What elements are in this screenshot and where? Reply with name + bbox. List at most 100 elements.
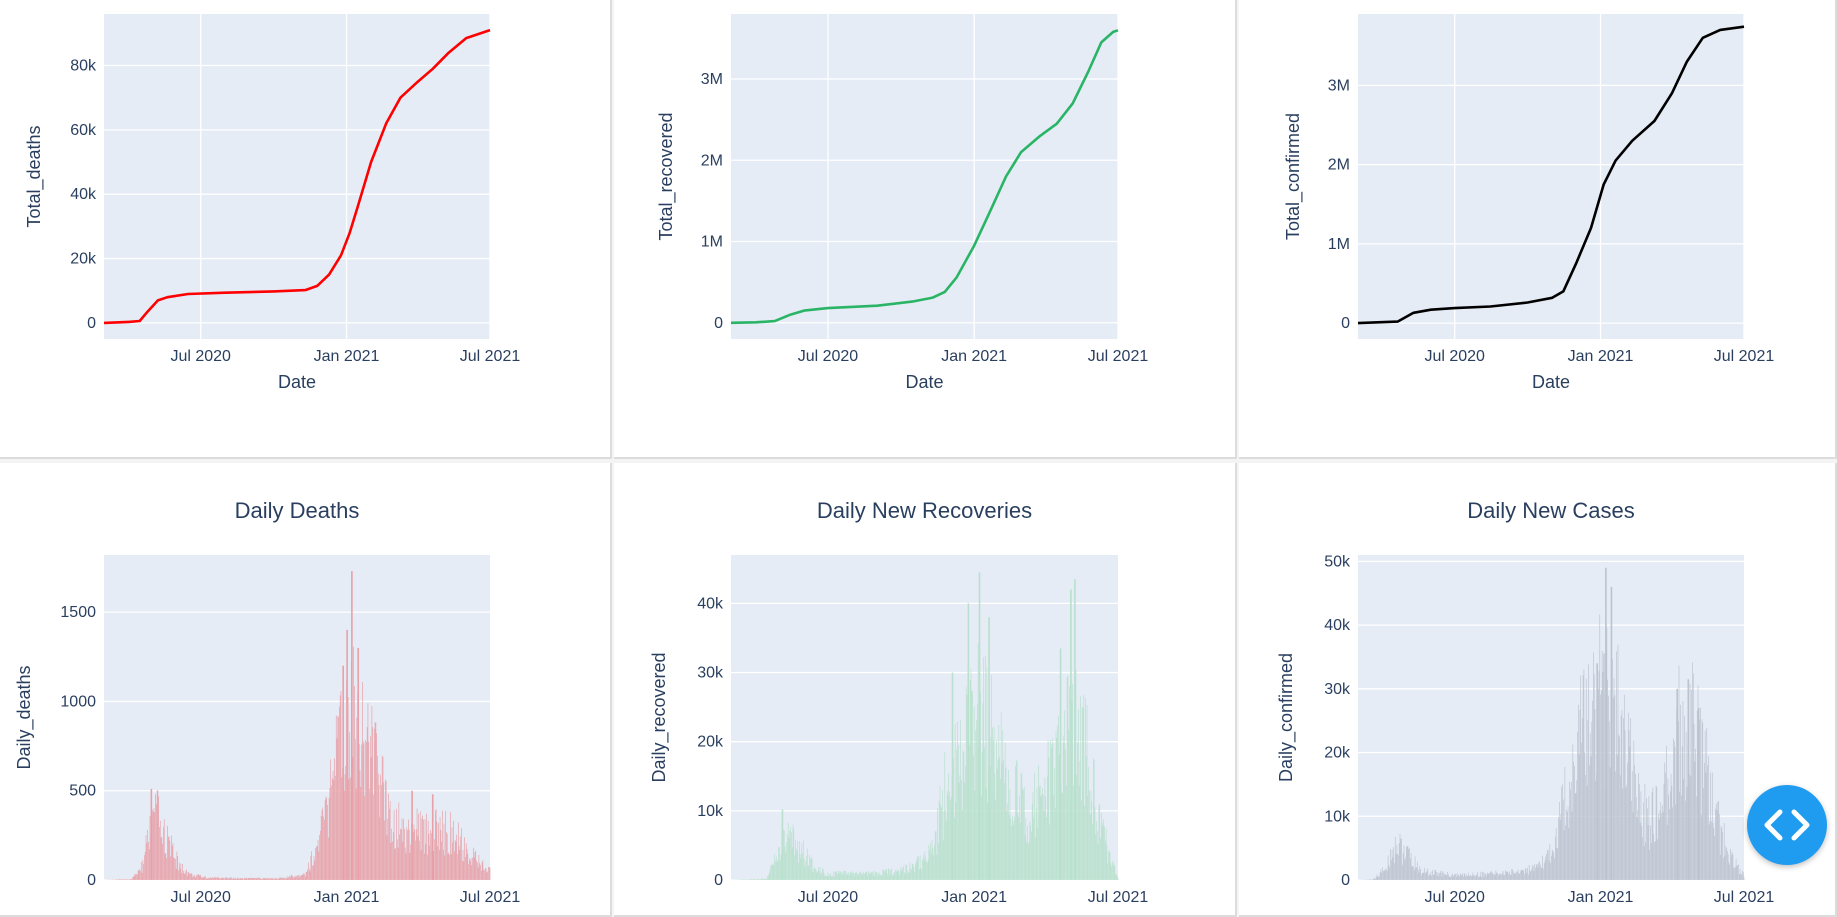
daily-bar bbox=[1597, 689, 1599, 880]
daily-bar bbox=[1638, 772, 1639, 880]
daily-bar bbox=[266, 878, 268, 880]
daily-bar bbox=[334, 758, 335, 880]
daily-bar bbox=[1416, 867, 1417, 880]
daily-bar bbox=[1422, 872, 1424, 880]
daily-bar bbox=[385, 781, 387, 880]
daily-bar bbox=[1525, 868, 1527, 880]
daily-bar bbox=[1417, 869, 1419, 880]
daily-bar bbox=[1558, 817, 1559, 880]
daily-bar bbox=[141, 872, 143, 880]
daily-bar bbox=[297, 874, 299, 880]
y-tick-label: 0 bbox=[1341, 872, 1350, 889]
daily-bar bbox=[402, 841, 404, 880]
daily-bar bbox=[1433, 874, 1435, 880]
daily-bar bbox=[264, 878, 266, 880]
daily-bar bbox=[976, 720, 977, 880]
daily-bar bbox=[1477, 872, 1479, 880]
daily-bar bbox=[1600, 694, 1601, 880]
daily-bar bbox=[390, 842, 392, 880]
daily-bar bbox=[1000, 778, 1001, 880]
daily-bar bbox=[183, 873, 185, 880]
daily-bar bbox=[297, 875, 298, 880]
daily-bar bbox=[773, 865, 775, 880]
daily-bar bbox=[1453, 875, 1455, 880]
x-tick-label: Jan 2021 bbox=[314, 889, 380, 906]
daily-bar bbox=[1609, 767, 1611, 880]
daily-bar bbox=[1519, 873, 1521, 880]
daily-bar bbox=[1037, 828, 1039, 880]
daily-bar bbox=[771, 864, 773, 880]
daily-bar bbox=[1028, 842, 1030, 880]
daily-bar bbox=[298, 877, 300, 880]
daily-bar bbox=[1650, 842, 1652, 880]
chart-title: Daily New Cases bbox=[1467, 498, 1635, 523]
daily-bar bbox=[829, 873, 831, 880]
code-toggle-button[interactable] bbox=[1747, 785, 1827, 865]
daily-bar bbox=[811, 858, 813, 880]
daily-bar bbox=[316, 845, 318, 880]
daily-bar bbox=[980, 692, 981, 880]
daily-bar bbox=[790, 827, 791, 880]
daily-bar bbox=[1398, 843, 1400, 880]
daily-bar bbox=[1629, 746, 1631, 880]
daily-bar bbox=[1505, 871, 1507, 880]
daily-bar bbox=[1643, 802, 1644, 880]
daily-bar bbox=[1657, 838, 1658, 880]
daily-bar bbox=[451, 827, 453, 880]
daily-bar bbox=[1496, 872, 1498, 880]
daily-bar bbox=[893, 871, 895, 880]
daily-bar bbox=[1418, 872, 1420, 880]
daily-bar bbox=[796, 851, 798, 880]
daily-bar bbox=[426, 813, 427, 880]
daily-bar bbox=[841, 873, 842, 880]
daily-bar bbox=[1070, 589, 1072, 880]
daily-bar bbox=[488, 867, 489, 880]
daily-bar bbox=[285, 878, 286, 880]
daily-bar bbox=[1684, 715, 1685, 880]
daily-bar bbox=[1082, 708, 1084, 880]
daily-bar bbox=[374, 722, 376, 880]
daily-bar bbox=[953, 758, 954, 880]
y-tick-label: 1M bbox=[701, 234, 723, 251]
daily-bar bbox=[847, 874, 849, 880]
daily-bar bbox=[1549, 844, 1551, 880]
daily-bar bbox=[1390, 849, 1391, 880]
daily-bar bbox=[1500, 873, 1501, 880]
daily-bar bbox=[917, 855, 919, 880]
daily-bar bbox=[1410, 853, 1412, 880]
daily-bar bbox=[418, 813, 419, 880]
daily-bar bbox=[978, 572, 981, 880]
daily-bar bbox=[1660, 801, 1662, 880]
daily-bar bbox=[186, 869, 187, 880]
daily-bar bbox=[983, 657, 985, 880]
daily-bar bbox=[1105, 828, 1107, 880]
daily-bar bbox=[1096, 821, 1097, 880]
daily-bar bbox=[1512, 869, 1513, 880]
y-tick-label: 30k bbox=[697, 665, 724, 682]
daily-bar bbox=[781, 809, 784, 880]
daily-bar bbox=[1641, 826, 1643, 880]
daily-bar bbox=[777, 860, 779, 880]
daily-bar bbox=[1097, 844, 1099, 880]
daily-bar bbox=[1497, 872, 1498, 880]
daily-bar bbox=[347, 697, 349, 880]
daily-bar bbox=[400, 829, 402, 880]
daily-bar bbox=[931, 840, 933, 880]
daily-bar bbox=[864, 873, 865, 880]
daily-bar bbox=[444, 855, 446, 880]
daily-bar bbox=[1099, 803, 1101, 880]
daily-bar bbox=[903, 872, 905, 880]
daily-bar bbox=[825, 875, 826, 880]
x-tick-label: Jan 2021 bbox=[1568, 348, 1634, 365]
daily-bar bbox=[984, 747, 985, 880]
daily-bar bbox=[1382, 867, 1383, 880]
daily-bar bbox=[965, 765, 966, 880]
daily-bar bbox=[1061, 791, 1062, 880]
daily-bar bbox=[1075, 669, 1077, 880]
daily-bar bbox=[440, 829, 442, 880]
daily-bar bbox=[1417, 861, 1418, 880]
daily-bar bbox=[421, 818, 423, 880]
daily-bar bbox=[1002, 730, 1004, 880]
daily-bar bbox=[1676, 688, 1679, 880]
